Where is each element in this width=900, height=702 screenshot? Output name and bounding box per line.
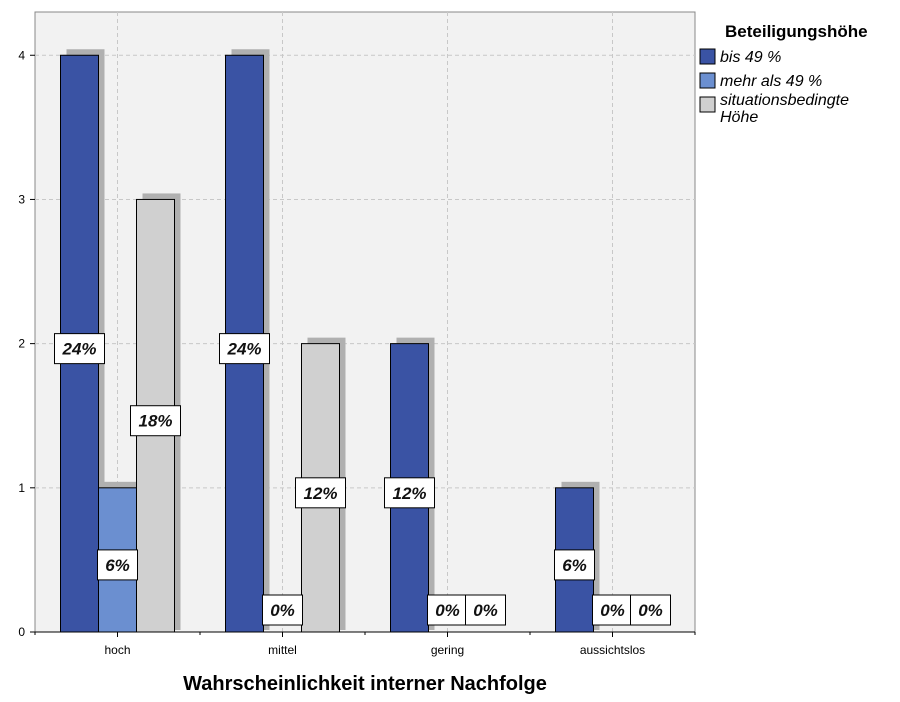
data-label-box xyxy=(54,333,105,365)
legend-swatch xyxy=(699,48,716,65)
y-tick-label: 1 xyxy=(18,481,25,495)
legend-label: situationsbedingte Höhe xyxy=(720,92,849,126)
data-label: 24% xyxy=(226,340,261,359)
x-tick-label: aussichtslos xyxy=(580,643,645,657)
legend-title: Beteiligungshöhe xyxy=(725,22,868,41)
y-tick-label: 0 xyxy=(18,625,25,639)
legend-label: bis 49 % xyxy=(720,49,781,66)
legend: Beteiligungshöhe bis 49 % mehr als 49 % si… xyxy=(699,22,868,126)
data-label-box xyxy=(554,549,595,581)
legend-swatch xyxy=(699,96,716,113)
data-label: 0% xyxy=(638,601,663,620)
data-label: 12% xyxy=(303,484,337,503)
data-label-box xyxy=(97,549,138,581)
data-label: 24% xyxy=(61,340,96,359)
y-tick-labels: 0 1 2 3 4 xyxy=(18,48,25,639)
data-label-box xyxy=(295,477,346,509)
data-label: 6% xyxy=(105,556,130,575)
legend-items: bis 49 % mehr als 49 % situationsbedingte H… xyxy=(699,48,849,126)
axes xyxy=(30,54,696,637)
data-label: 18% xyxy=(138,412,172,431)
data-label-box xyxy=(427,594,468,626)
data-label: 6% xyxy=(562,556,587,575)
data-label-box xyxy=(630,594,671,626)
data-label-box xyxy=(219,333,270,365)
x-tick-label: hoch xyxy=(104,643,130,657)
grid-lines xyxy=(35,12,695,632)
data-label-box xyxy=(262,594,303,626)
legend-swatch xyxy=(699,72,716,89)
legend-label: mehr als 49 % xyxy=(720,73,822,90)
data-label: 0% xyxy=(473,601,498,620)
data-label: 0% xyxy=(435,601,460,620)
y-tick-label: 2 xyxy=(18,337,25,351)
data-label: 0% xyxy=(600,601,625,620)
x-tick-label: gering xyxy=(431,643,464,657)
x-tick-labels: hoch mittel gering aussichtslos xyxy=(104,643,645,657)
data-label-box xyxy=(592,594,633,626)
y-tick-label: 4 xyxy=(18,48,25,62)
x-tick-label: mittel xyxy=(268,643,297,657)
data-label-box xyxy=(130,405,181,437)
data-label: 12% xyxy=(392,484,426,503)
data-labels: 24% 24% 12% 6% 6% 0% 0% 0% 18% 12% 0% 0% xyxy=(54,333,671,626)
y-tick-label: 3 xyxy=(18,192,25,206)
data-label-box xyxy=(465,594,506,626)
data-label-box xyxy=(384,477,435,509)
x-axis-title: Wahrscheinlichkeit interner Nachfolge xyxy=(183,673,547,695)
data-label: 0% xyxy=(270,601,295,620)
